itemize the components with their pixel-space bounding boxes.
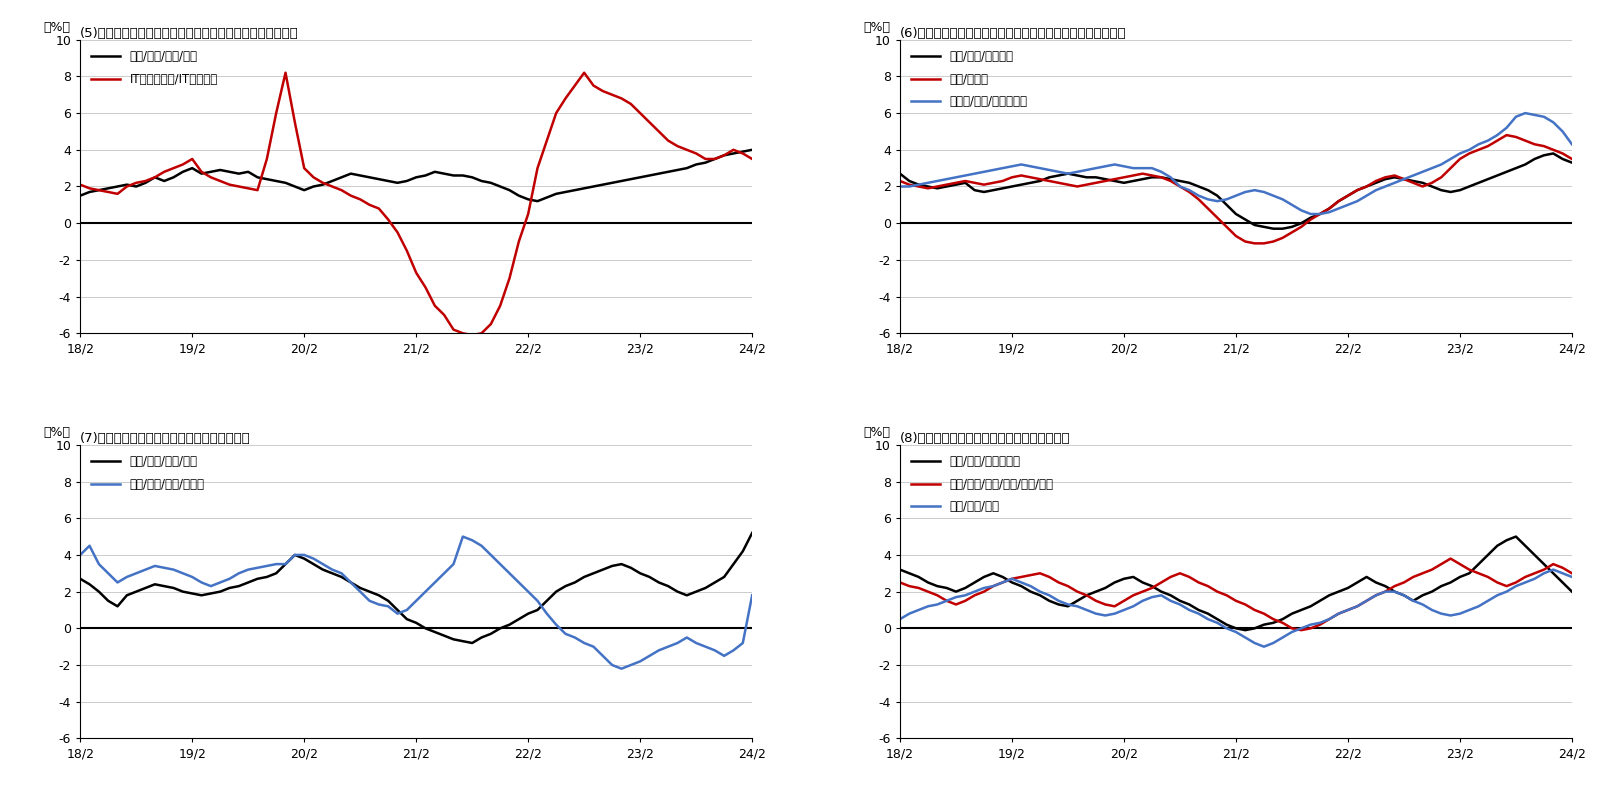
Text: （%）: （%） — [863, 426, 890, 439]
Text: （%）: （%） — [863, 21, 890, 34]
Text: （%）: （%） — [43, 21, 71, 34]
Text: (8)募集賃金指数職種別（前年同期比）その他: (8)募集賃金指数職種別（前年同期比）その他 — [900, 432, 1070, 445]
Text: (5)募集賃金指数職種別（前年同期比）ホワイトカラー職種: (5)募集賃金指数職種別（前年同期比）ホワイトカラー職種 — [80, 27, 298, 40]
Text: (6)募集賃金指数指数職種別（前年同期比）対面サービス職種: (6)募集賃金指数指数職種別（前年同期比）対面サービス職種 — [900, 27, 1126, 40]
Legend: 営業/事務/企画/管理, ITエンジニア/IT系専門職: 営業/事務/企画/管理, ITエンジニア/IT系専門職 — [87, 45, 223, 91]
Text: (7)募集賃金指数職種別（前年同期比）製造業: (7)募集賃金指数職種別（前年同期比）製造業 — [80, 432, 250, 445]
Legend: 製造/工場/化学/食品, 電気/電子/機械/自動車: 製造/工場/化学/食品, 電気/電子/機械/自動車 — [87, 451, 210, 495]
Text: （%）: （%） — [43, 426, 71, 439]
Legend: 建設/土木/エネルギー, 運輸/物流/配送/警備/作業/調査, 医療/医薬/福祉: 建設/土木/エネルギー, 運輸/物流/配送/警備/作業/調査, 医療/医薬/福祉 — [906, 451, 1059, 518]
Legend: 販売/接客/サービス, 飲食/フード, ホテル/旅館/ブライダル: 販売/接客/サービス, 飲食/フード, ホテル/旅館/ブライダル — [906, 45, 1033, 113]
